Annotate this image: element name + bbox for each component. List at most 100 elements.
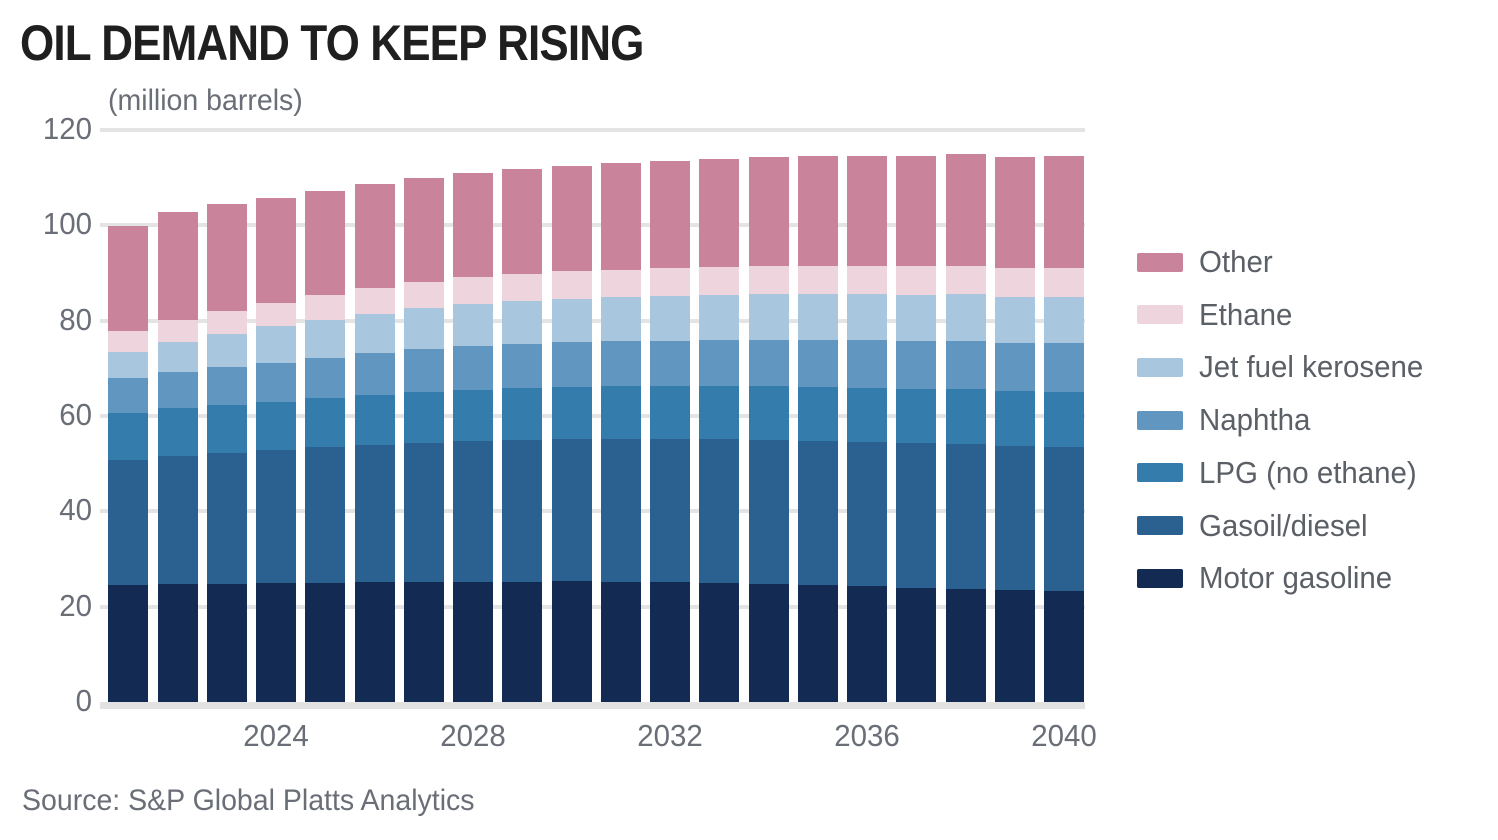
bar-segment-naphtha <box>108 378 149 414</box>
legend-swatch <box>1137 357 1183 377</box>
legend-swatch <box>1137 516 1183 535</box>
bar-2031 <box>600 163 641 702</box>
bar-segment-lpg-no-ethane- <box>502 388 543 441</box>
bar-2032 <box>650 161 690 702</box>
bar-segment-jet-fuel-kerosene <box>305 319 346 358</box>
bar-segment-ethane <box>847 265 887 295</box>
bar-segment-lpg-no-ethane- <box>797 386 838 441</box>
bar-segment-gasoil-diesel <box>650 439 690 583</box>
bar-segment-ethane <box>256 302 296 327</box>
bar-segment-gasoil-diesel <box>847 442 887 587</box>
bar-2021 <box>108 226 149 702</box>
bar-segment-other <box>157 211 198 320</box>
bar-segment-jet-fuel-kerosene <box>157 341 198 373</box>
bar-2030 <box>551 165 592 702</box>
bar-segment-naphtha <box>748 339 789 387</box>
bar-segment-gasoil-diesel <box>403 443 444 583</box>
bar-segment-naphtha <box>206 367 247 406</box>
bar-2029 <box>502 169 543 702</box>
bar-segment-other <box>551 165 592 272</box>
bar-segment-ethane <box>600 269 641 298</box>
bar-segment-motor-gasoline <box>206 583 247 702</box>
bar-segment-lpg-no-ethane- <box>157 408 198 456</box>
legend-label: Gasoil/diesel <box>1199 507 1368 543</box>
bar-segment-jet-fuel-kerosene <box>748 294 789 340</box>
legend-swatch <box>1137 568 1183 588</box>
bar-segment-naphtha <box>847 340 887 388</box>
bar-segment-jet-fuel-kerosene <box>551 298 592 343</box>
bar-segment-gasoil-diesel <box>551 439 592 582</box>
bar-segment-naphtha <box>600 341 641 387</box>
y-tick-label: 120 <box>42 111 92 146</box>
bar-segment-motor-gasoline <box>896 587 937 702</box>
bar-segment-motor-gasoline <box>157 584 198 702</box>
bar-segment-jet-fuel-kerosene <box>256 326 296 363</box>
bar-segment-other <box>797 156 838 266</box>
legend-label: Ethane <box>1199 296 1293 332</box>
bar-segment-gasoil-diesel <box>453 441 493 582</box>
bar-segment-other <box>206 204 247 312</box>
bar-segment-lpg-no-ethane- <box>994 391 1035 447</box>
bar-segment-jet-fuel-kerosene <box>797 294 838 340</box>
x-axis-baseline <box>100 702 1085 709</box>
bar-segment-motor-gasoline <box>1044 591 1084 702</box>
bar-segment-gasoil-diesel <box>896 443 937 588</box>
bar-segment-motor-gasoline <box>945 589 986 702</box>
legend-swatch <box>1137 463 1183 483</box>
bar-segment-gasoil-diesel <box>256 449 296 584</box>
bar-segment-lpg-no-ethane- <box>748 386 789 440</box>
y-tick-label: 40 <box>59 492 92 528</box>
bar-segment-motor-gasoline <box>551 581 592 702</box>
bar-segment-gasoil-diesel <box>994 446 1035 591</box>
bar-segment-ethane <box>896 266 937 295</box>
bar-segment-motor-gasoline <box>256 583 296 702</box>
bar-segment-ethane <box>748 266 789 295</box>
bar-segment-ethane <box>403 282 444 309</box>
bar-segment-lpg-no-ethane- <box>403 392 444 444</box>
bar-2040 <box>1044 156 1084 702</box>
bar-segment-naphtha <box>945 340 986 390</box>
legend-item-other: Other <box>1137 244 1277 279</box>
bar-segment-jet-fuel-kerosene <box>403 308 444 350</box>
bar-segment-motor-gasoline <box>994 590 1035 702</box>
bar-segment-naphtha <box>1044 342 1084 392</box>
bar-2024 <box>256 197 296 702</box>
bar-segment-motor-gasoline <box>502 581 543 702</box>
bar-segment-gasoil-diesel <box>1044 447 1084 592</box>
bar-segment-motor-gasoline <box>108 585 149 702</box>
bar-segment-naphtha <box>403 349 444 393</box>
bar-2023 <box>206 204 247 702</box>
bar-segment-naphtha <box>256 362 296 402</box>
bar-segment-other <box>403 177 444 283</box>
bar-segment-ethane <box>650 268 690 297</box>
bar-segment-lpg-no-ethane- <box>305 398 346 448</box>
bar-segment-ethane <box>797 265 838 295</box>
bar-segment-lpg-no-ethane- <box>108 413 149 460</box>
bar-segment-jet-fuel-kerosene <box>206 334 247 368</box>
bar-segment-motor-gasoline <box>453 581 493 702</box>
source-note: Source: S&P Global Platts Analytics <box>22 784 475 817</box>
bar-segment-naphtha <box>797 339 838 387</box>
legend-item-naphtha: Naphtha <box>1137 402 1316 437</box>
bar-2033 <box>699 158 740 702</box>
bar-2034 <box>748 157 789 702</box>
bar-segment-ethane <box>108 331 149 352</box>
bar-segment-lpg-no-ethane- <box>896 388 937 444</box>
bar-segment-gasoil-diesel <box>157 455 198 585</box>
bar-segment-lpg-no-ethane- <box>699 386 740 440</box>
y-tick-label: 60 <box>59 397 92 432</box>
bar-segment-jet-fuel-kerosene <box>699 294 740 340</box>
bar-segment-ethane <box>699 266 740 295</box>
bar-segment-other <box>108 226 149 332</box>
bar-segment-other <box>1044 156 1084 268</box>
legend-item-jet-fuel-kerosene: Jet fuel kerosene <box>1137 349 1435 384</box>
bar-segment-other <box>453 172 493 278</box>
legend-swatch <box>1137 305 1183 325</box>
bar-segment-jet-fuel-kerosene <box>600 297 641 342</box>
bar-segment-other <box>994 156 1035 269</box>
gridline-40 <box>100 509 1085 514</box>
bar-segment-motor-gasoline <box>354 582 395 702</box>
bar-segment-jet-fuel-kerosene <box>847 294 887 341</box>
bar-segment-gasoil-diesel <box>699 439 740 583</box>
bar-segment-ethane <box>157 319 198 342</box>
